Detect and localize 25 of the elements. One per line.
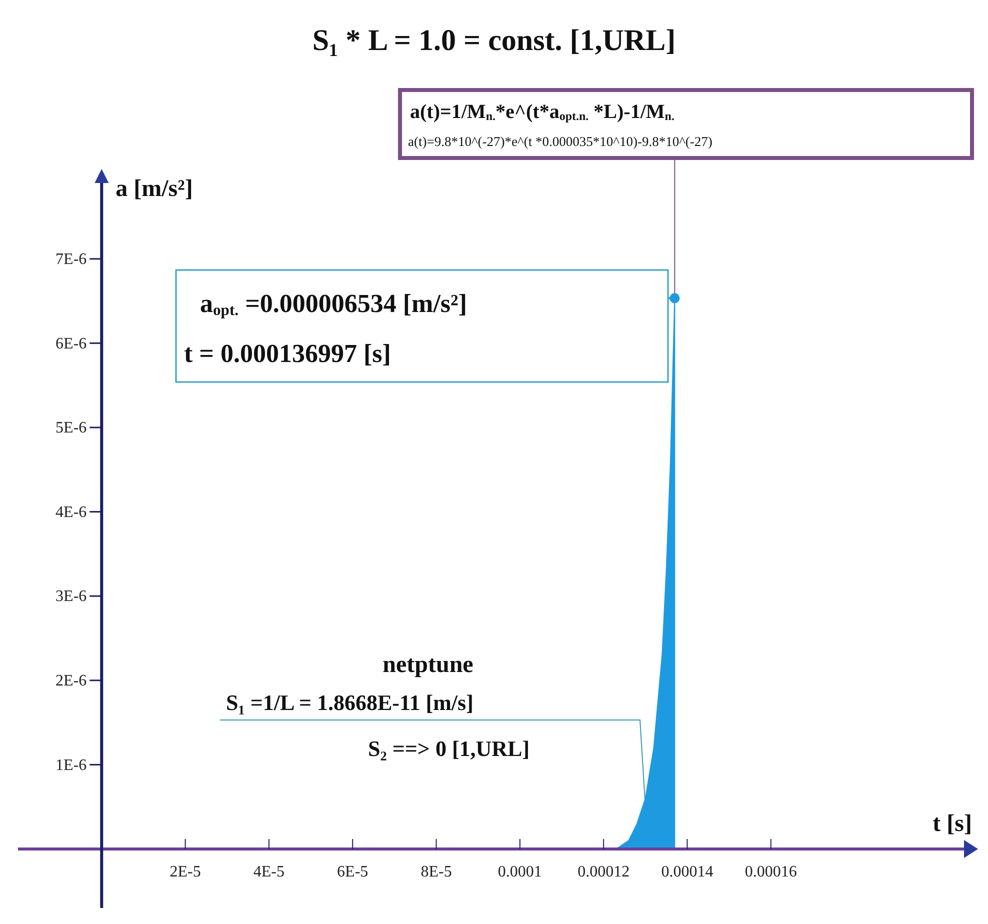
x-tick-label: 4E-5 (253, 863, 285, 880)
annotation: a(t)=9.8*10^(-27)*e^(t *0.000035*10^10)-9.8*10^(-27) (408, 134, 712, 149)
x-tick-label: 6E-5 (337, 863, 368, 880)
x-tick-label: 0.00012 (578, 863, 630, 880)
annotation: S₂ ==> 0 [1,URL] (368, 736, 530, 761)
annotation: netptune (382, 652, 474, 678)
y-tick-label: 5E-6 (56, 420, 87, 437)
y-tick-label: 2E-6 (56, 672, 87, 690)
x-tick-label: 8E-5 (420, 863, 452, 880)
y-tick-label: 4E-6 (56, 504, 87, 521)
y-tick-label: 7E-6 (56, 250, 87, 268)
annotation: a$_{opt.}$ =0.000006534 [m/s²] (200, 289, 467, 320)
y-tick-label: 3E-6 (56, 588, 87, 606)
chart-title: S₁ * L = 1.0 = const. [1,URL] (312, 24, 676, 57)
text: a(t)=1/M$_{n.}$*e^(t*a$_{opt.n.}$ *L)-1/M$_{n.}$ (410, 101, 674, 124)
x-axis-title: t [s] (932, 810, 972, 837)
x-tick-label: 0.00016 (744, 863, 797, 880)
y-tick-label: 6E-6 (56, 335, 87, 352)
annotation: t = 0.000136997 [s] (184, 339, 391, 368)
x-tick-label: 0.0001 (498, 863, 542, 880)
x-tick-label: 2E-5 (170, 863, 201, 880)
y-axis-title: a [m/s²] (116, 176, 193, 202)
x-tick-label: 0.00014 (661, 863, 714, 880)
annotation: S₁ =1/L = 1.8668E-11 [m/s] (226, 690, 474, 715)
y-tick-label: 1E-6 (56, 756, 87, 774)
